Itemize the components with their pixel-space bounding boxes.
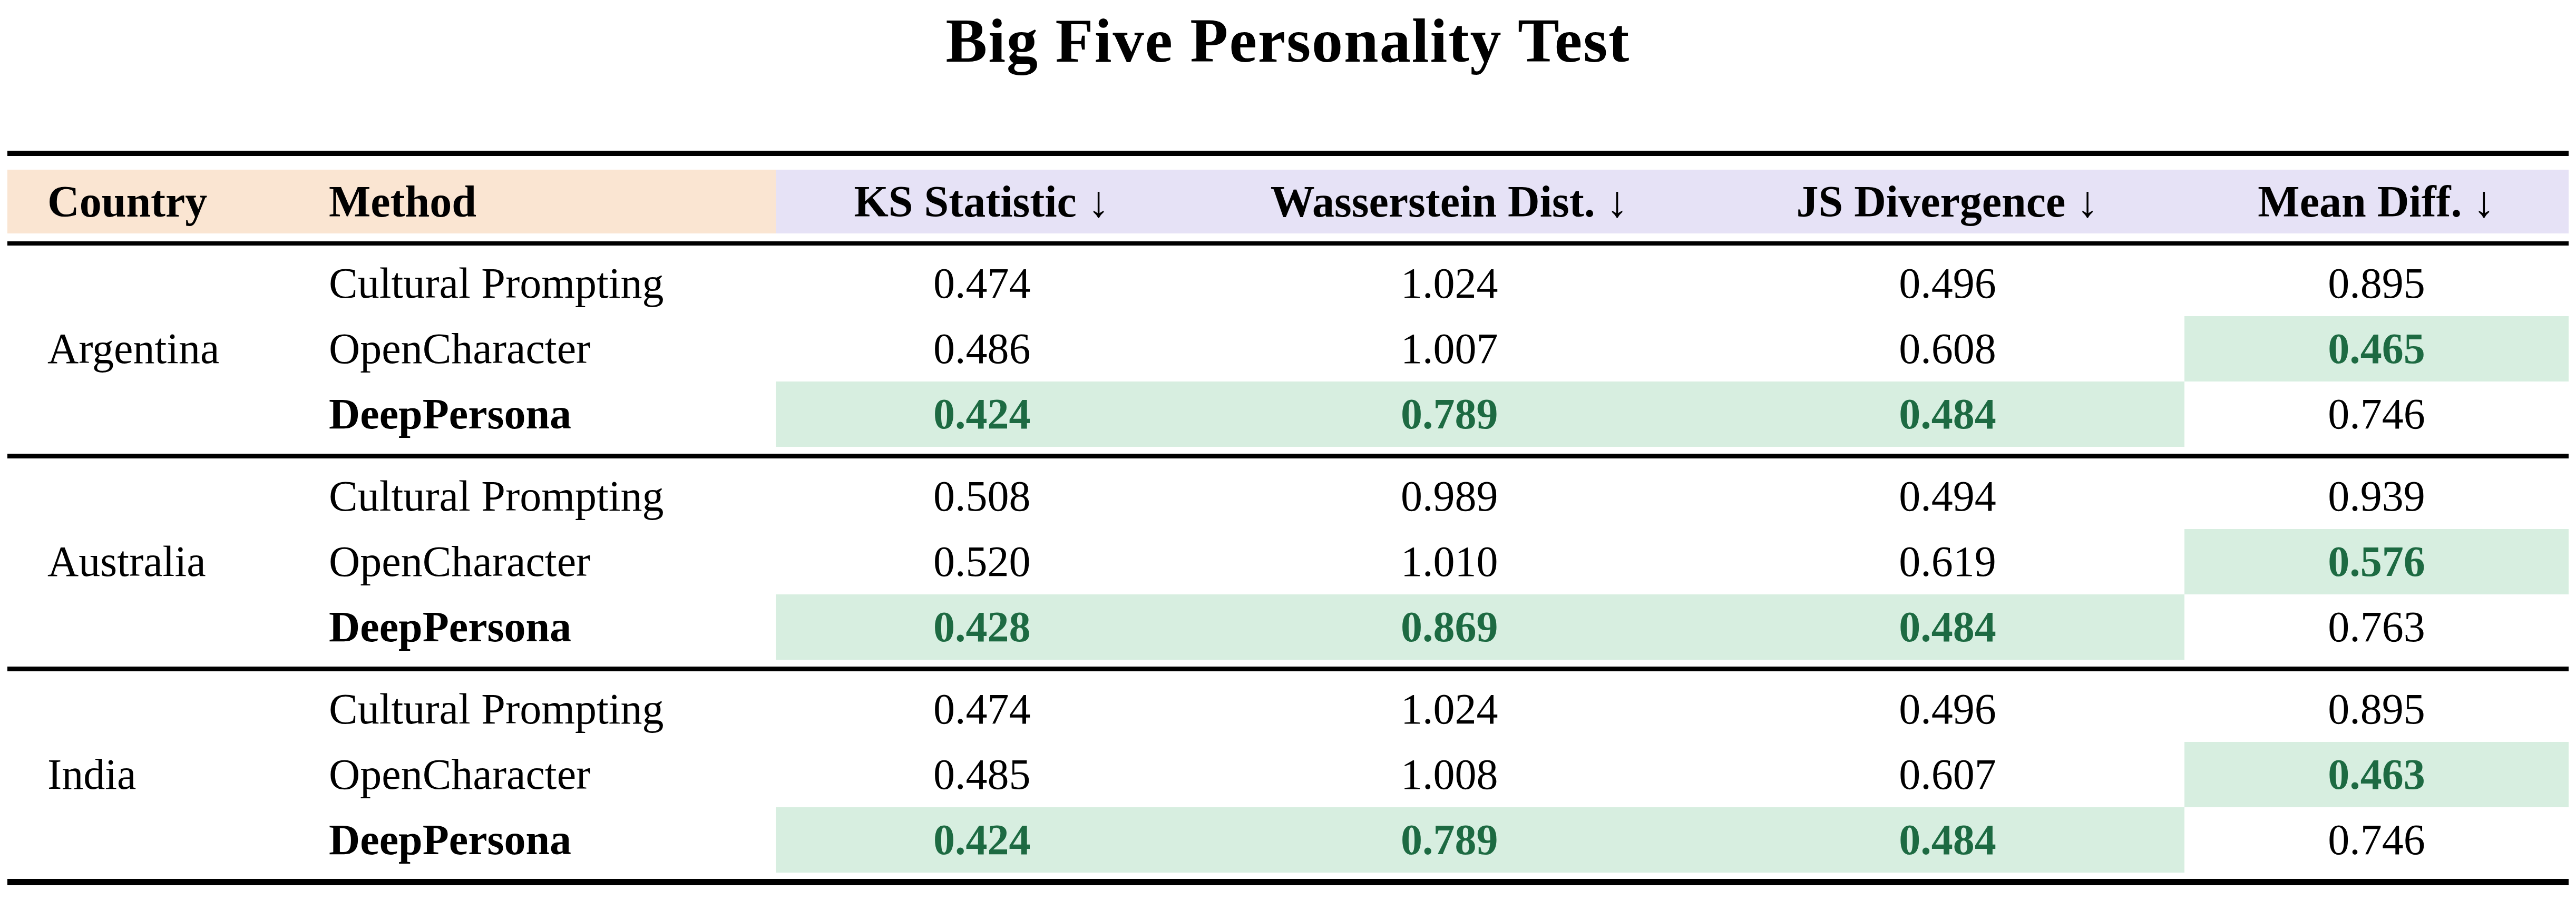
metric-value: 0.486 <box>776 316 1188 381</box>
col-header-mean-diff: Mean Diff. ↓ <box>2184 170 2569 233</box>
table-row: India Cultural Prompting 0.474 1.024 0.4… <box>7 677 2569 742</box>
col-header-country: Country <box>7 170 317 233</box>
metric-value: 0.520 <box>776 529 1188 594</box>
table-row: OpenCharacter 0.486 1.007 0.608 0.465 <box>7 316 2569 381</box>
block-rule <box>7 454 2569 458</box>
method-label: DeepPersona <box>317 381 776 447</box>
block-rule-row <box>7 447 2569 464</box>
table-row: OpenCharacter 0.520 1.010 0.619 0.576 <box>7 529 2569 594</box>
metric-value: 0.424 <box>776 807 1188 873</box>
table-row: OpenCharacter 0.485 1.008 0.607 0.463 <box>7 742 2569 807</box>
country-label-india: India <box>7 677 317 873</box>
metric-value: 0.607 <box>1711 742 2184 807</box>
table-row: Argentina Cultural Prompting 0.474 1.024… <box>7 251 2569 316</box>
col-header-js-divergence: JS Divergence ↓ <box>1711 170 2184 233</box>
metric-value: 0.484 <box>1711 807 2184 873</box>
metric-value: 0.465 <box>2184 316 2569 381</box>
metric-value: 0.763 <box>2184 594 2569 660</box>
col-header-ks-statistic: KS Statistic ↓ <box>776 170 1188 233</box>
table-row: DeepPersona 0.424 0.789 0.484 0.746 <box>7 381 2569 447</box>
metric-value: 0.746 <box>2184 381 2569 447</box>
table-row: DeepPersona 0.424 0.789 0.484 0.746 <box>7 807 2569 873</box>
metric-value: 0.474 <box>776 251 1188 316</box>
top-rule <box>7 151 2569 156</box>
method-label: Cultural Prompting <box>317 677 776 742</box>
method-label: Cultural Prompting <box>317 251 776 316</box>
bottom-rule <box>7 879 2569 885</box>
metric-value: 1.007 <box>1188 316 1710 381</box>
table-row: Australia Cultural Prompting 0.508 0.989… <box>7 464 2569 529</box>
metric-value: 0.463 <box>2184 742 2569 807</box>
method-label: DeepPersona <box>317 807 776 873</box>
header-row: Country Method KS Statistic ↓ Wasserstei… <box>7 170 2569 233</box>
metric-value: 0.474 <box>776 677 1188 742</box>
metric-value: 0.789 <box>1188 381 1710 447</box>
method-label: Cultural Prompting <box>317 464 776 529</box>
metric-value: 0.895 <box>2184 251 2569 316</box>
country-label-australia: Australia <box>7 464 317 660</box>
metric-value: 0.508 <box>776 464 1188 529</box>
metric-value: 0.989 <box>1188 464 1710 529</box>
metric-value: 0.484 <box>1711 594 2184 660</box>
mid-rule-row <box>7 233 2569 251</box>
metric-value: 1.008 <box>1188 742 1710 807</box>
metric-value: 0.485 <box>776 742 1188 807</box>
mid-rule <box>7 241 2569 246</box>
block-rule <box>7 667 2569 671</box>
metric-value: 0.895 <box>2184 677 2569 742</box>
method-label: OpenCharacter <box>317 742 776 807</box>
method-label: DeepPersona <box>317 594 776 660</box>
metric-value: 0.496 <box>1711 677 2184 742</box>
col-header-wasserstein-dist: Wasserstein Dist. ↓ <box>1188 170 1710 233</box>
results-table-container: Country Method KS Statistic ↓ Wasserstei… <box>7 151 2569 885</box>
metric-value: 1.024 <box>1188 251 1710 316</box>
metric-value: 0.746 <box>2184 807 2569 873</box>
metric-value: 0.939 <box>2184 464 2569 529</box>
metric-value: 1.010 <box>1188 529 1710 594</box>
metric-value: 0.428 <box>776 594 1188 660</box>
results-table: Country Method KS Statistic ↓ Wasserstei… <box>7 170 2569 873</box>
metric-value: 0.424 <box>776 381 1188 447</box>
table-header: Country Method KS Statistic ↓ Wasserstei… <box>7 170 2569 233</box>
metric-value: 0.576 <box>2184 529 2569 594</box>
metric-value: 0.494 <box>1711 464 2184 529</box>
metric-value: 0.608 <box>1711 316 2184 381</box>
metric-value: 1.024 <box>1188 677 1710 742</box>
table-row: DeepPersona 0.428 0.869 0.484 0.763 <box>7 594 2569 660</box>
metric-value: 0.496 <box>1711 251 2184 316</box>
col-header-method: Method <box>317 170 776 233</box>
method-label: OpenCharacter <box>317 529 776 594</box>
method-label: OpenCharacter <box>317 316 776 381</box>
metric-value: 0.484 <box>1711 381 2184 447</box>
page-title: Big Five Personality Test <box>0 0 2576 80</box>
metric-value: 0.869 <box>1188 594 1710 660</box>
metric-value: 0.619 <box>1711 529 2184 594</box>
country-label-argentina: Argentina <box>7 251 317 447</box>
metric-value: 0.789 <box>1188 807 1710 873</box>
block-rule-row <box>7 660 2569 677</box>
